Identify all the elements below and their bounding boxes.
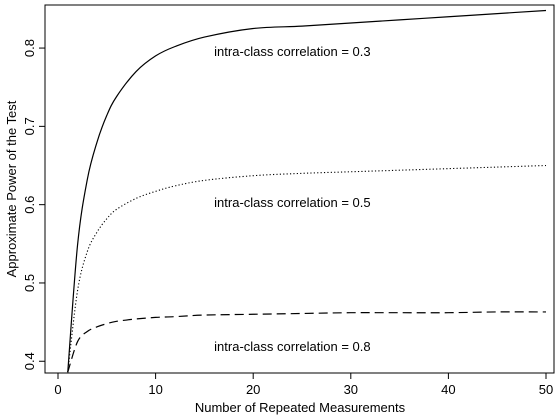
x-axis: 0 10 20 30 40 50 bbox=[54, 373, 553, 397]
annotation-label: intra-class correlation = 0.5 bbox=[214, 195, 370, 210]
x-tick-label: 10 bbox=[148, 382, 162, 397]
annotation-label: intra-class correlation = 0.3 bbox=[214, 44, 370, 59]
y-tick-label: 0.4 bbox=[22, 352, 37, 370]
x-axis-title: Number of Repeated Measurements bbox=[195, 400, 406, 415]
annotations: intra-class correlation = 0.3 intra-class… bbox=[214, 44, 370, 354]
y-axis-title: Approximate Power of the Test bbox=[4, 100, 19, 277]
y-axis: 0.4 0.5 0.6 0.7 0.8 bbox=[22, 39, 45, 370]
annotation-label: intra-class correlation = 0.8 bbox=[214, 339, 370, 354]
y-tick-label: 0.6 bbox=[22, 196, 37, 214]
x-tick-label: 30 bbox=[344, 382, 358, 397]
series-line-solid bbox=[67, 9, 547, 373]
x-tick-label: 0 bbox=[54, 382, 61, 397]
x-tick-label: 40 bbox=[441, 382, 455, 397]
y-tick-label: 0.5 bbox=[22, 274, 37, 292]
plot-frame bbox=[44, 4, 555, 374]
x-tick-label: 20 bbox=[246, 382, 260, 397]
y-tick-label: 0.8 bbox=[22, 39, 37, 57]
series-layer bbox=[67, 9, 547, 373]
y-tick-label: 0.7 bbox=[22, 117, 37, 135]
x-tick-label: 50 bbox=[539, 382, 553, 397]
